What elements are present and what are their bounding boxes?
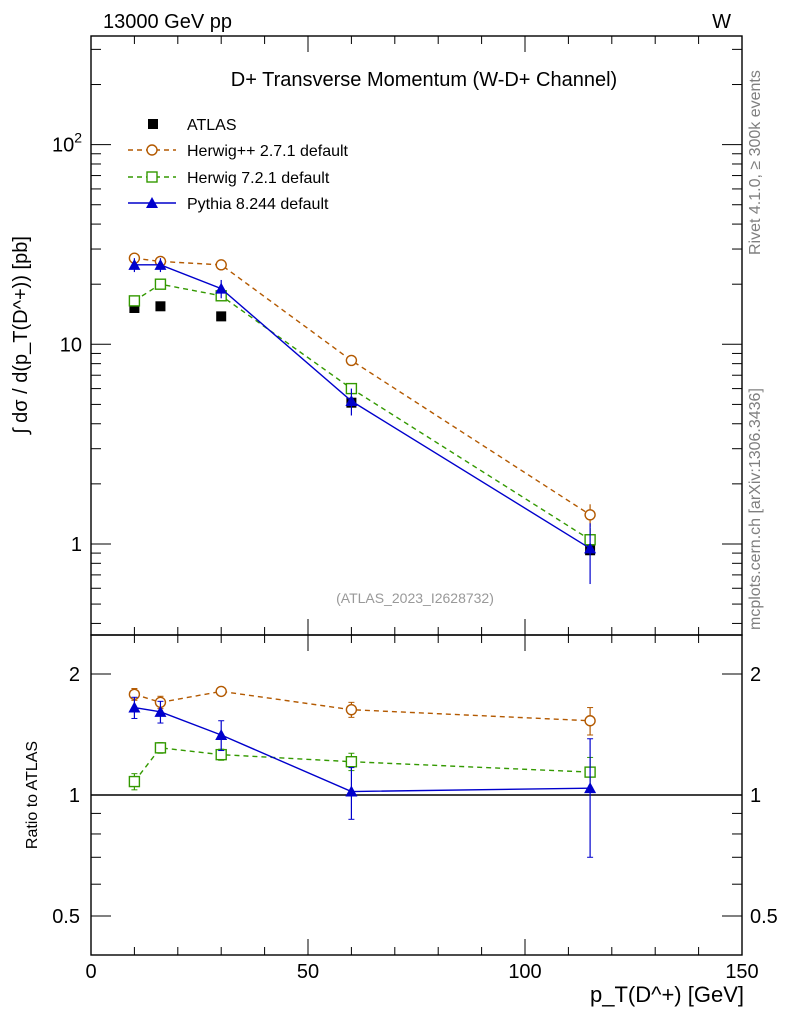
legend-marker bbox=[146, 144, 158, 156]
ratio-y-tick-label-right: 2 bbox=[750, 664, 761, 686]
series-point bbox=[154, 258, 167, 270]
series-line bbox=[134, 257, 591, 516]
series-point bbox=[584, 509, 596, 521]
y-axis-title-text: ∫ dσ / d(p_T(D^+)) [pb] bbox=[10, 236, 32, 435]
x-tick-label: 150 bbox=[725, 961, 758, 983]
atlas-point bbox=[216, 311, 227, 322]
legend-marker-atlas bbox=[148, 119, 158, 129]
series-ratio-point bbox=[345, 703, 358, 716]
ratio-y-tick-label: 1 bbox=[69, 785, 80, 807]
x-tick-label: 100 bbox=[508, 961, 541, 983]
series-ratio-point bbox=[128, 775, 141, 788]
ratio-y-axis-title: Ratio to ATLAS bbox=[24, 741, 41, 849]
reference-label: (ATLAS_2023_I2628732) bbox=[336, 590, 494, 606]
chart-title: D+ Transverse Momentum (W-D+ Channel) bbox=[231, 69, 617, 91]
series-ratio-line bbox=[134, 690, 591, 722]
series-ratio-point bbox=[584, 715, 596, 727]
series-ratio-point bbox=[215, 729, 228, 741]
legend-label: Pythia 8.244 default bbox=[187, 196, 329, 213]
x-tick-label: 50 bbox=[297, 961, 319, 983]
ratio-y-tick-label: 0.5 bbox=[52, 906, 80, 928]
series-ratio-point bbox=[128, 701, 141, 713]
series-ratio-point bbox=[215, 748, 227, 761]
x-axis-title: p_T(D^+) [GeV] bbox=[590, 982, 744, 1007]
ratio-y-tick-label-right: 1 bbox=[750, 785, 761, 807]
series-2 bbox=[128, 278, 596, 791]
series-point bbox=[128, 295, 141, 307]
series-atlas bbox=[129, 301, 596, 556]
series-point bbox=[345, 395, 358, 407]
atlas-point bbox=[155, 301, 166, 312]
series-ratio-point bbox=[584, 782, 597, 794]
series-point bbox=[215, 259, 227, 271]
series-ratio-line bbox=[133, 747, 591, 782]
header-channel: W bbox=[712, 11, 731, 33]
series-point bbox=[154, 278, 167, 290]
legend-label-atlas: ATLAS bbox=[187, 117, 237, 134]
mcplots-label: mcplots.cern.ch [arXiv:1306.3436] bbox=[747, 388, 764, 630]
legend-marker bbox=[146, 171, 158, 183]
legend-label: Herwig 7.2.1 default bbox=[187, 170, 330, 187]
atlas-point bbox=[129, 302, 140, 313]
series-ratio-point bbox=[154, 742, 167, 754]
header-process: 13000 GeV pp bbox=[103, 11, 232, 33]
series-ratio-point bbox=[345, 756, 358, 768]
legend-label: Herwig++ 2.7.1 default bbox=[187, 143, 349, 160]
x-tick-label: 0 bbox=[85, 961, 96, 983]
y-tick-label: 1 bbox=[71, 534, 82, 556]
y-axis-title: ∫ dσ / d(p_T(D^+)) [pb] bbox=[10, 236, 32, 435]
rivet-label: Rivet 4.1.0, ≥ 300k events bbox=[747, 70, 764, 255]
series-ratio-point bbox=[215, 685, 227, 698]
series-ratio-line bbox=[134, 706, 591, 793]
series-point bbox=[345, 354, 358, 367]
ratio-y-tick-label: 2 bbox=[69, 664, 80, 686]
y-tick-label: 102 bbox=[52, 130, 82, 157]
y-tick-label: 10 bbox=[60, 334, 82, 356]
series-ratio-point bbox=[345, 785, 358, 797]
series-1 bbox=[128, 252, 596, 736]
series-point bbox=[584, 542, 597, 554]
ratio-y-tick-label-right: 0.5 bbox=[750, 906, 778, 928]
legend-marker bbox=[146, 197, 158, 208]
series-3 bbox=[128, 258, 597, 858]
series-point bbox=[215, 282, 228, 294]
series-line bbox=[134, 283, 591, 541]
series-line bbox=[134, 264, 591, 550]
series-ratio-point bbox=[154, 705, 167, 717]
series-point bbox=[128, 258, 141, 270]
